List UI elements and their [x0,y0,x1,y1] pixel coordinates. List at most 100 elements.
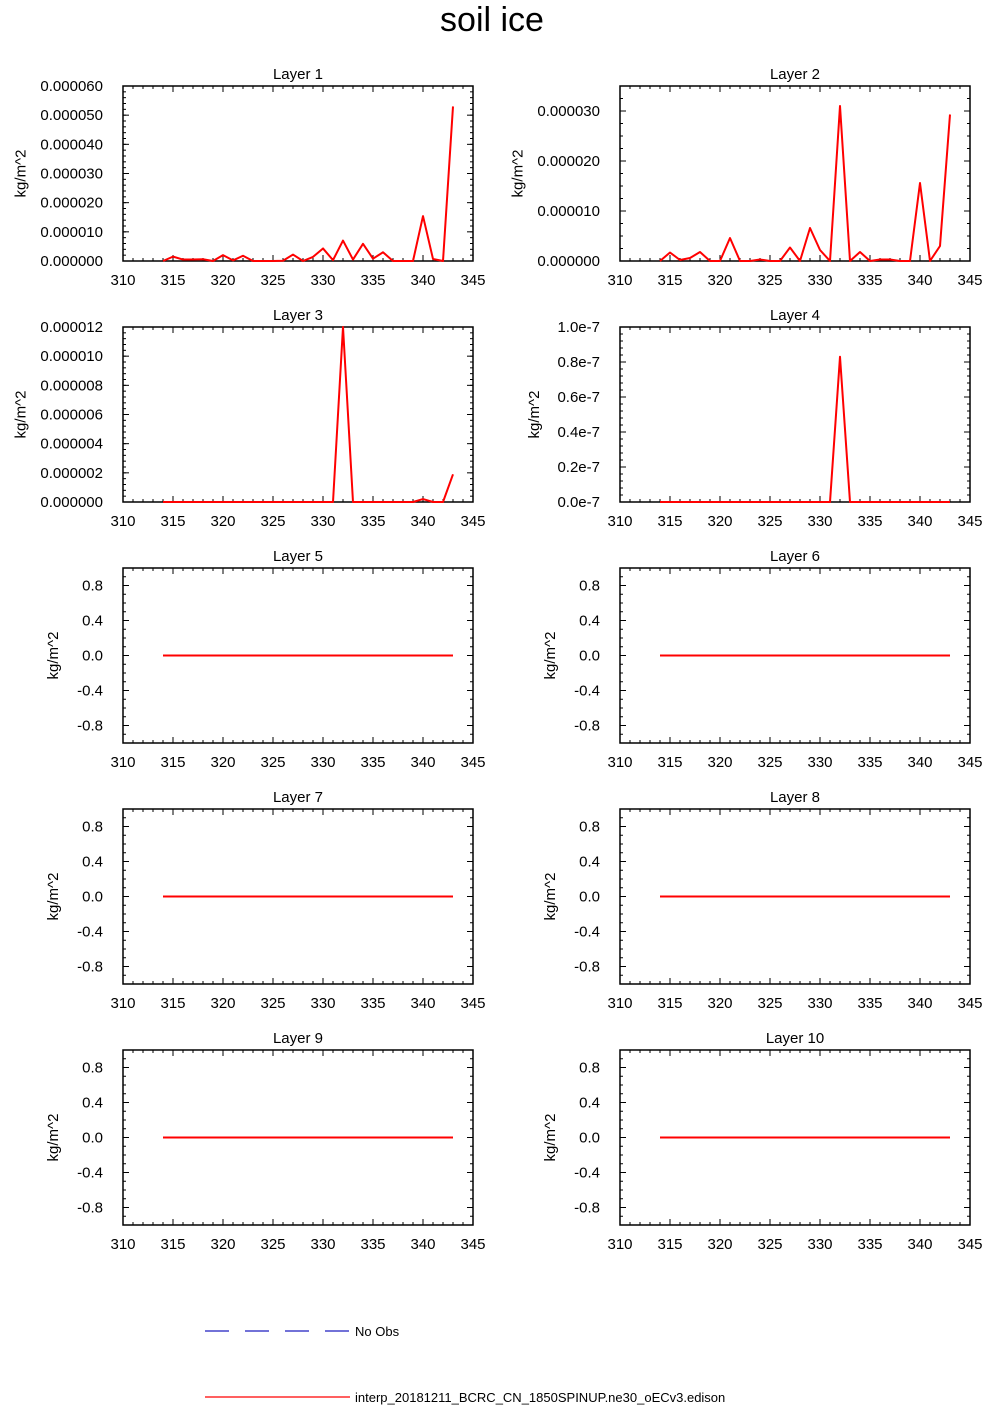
y-tick-label: 0.000010 [537,203,600,220]
y-tick-label: -0.4 [77,683,103,700]
x-tick-label: 320 [707,1236,732,1253]
y-axis-label: kg/m^2 [45,632,62,680]
x-tick-label: 320 [210,754,235,771]
x-tick-label: 310 [110,513,135,530]
x-tick-label: 315 [657,272,682,289]
x-tick-label: 330 [310,1236,335,1253]
y-tick-label: 0.000040 [40,136,103,153]
y-tick-label: 0.8 [82,1060,103,1077]
y-tick-label: 1.0e-7 [557,319,600,336]
x-tick-label: 325 [260,995,285,1012]
x-tick-label: 320 [210,995,235,1012]
x-tick-label: 320 [707,272,732,289]
y-tick-label: 0.0 [579,889,600,906]
y-tick-label: 0.000060 [40,78,103,95]
x-tick-label: 340 [410,1236,435,1253]
panel-layer-1: Layer 1 310 315 320 325 330 335 340 345 0.000000 0… [12,66,485,289]
panel-title: Layer 4 [770,307,820,324]
x-tick-label: 320 [707,995,732,1012]
x-tick-label: 330 [310,513,335,530]
x-tick-label: 325 [757,1236,782,1253]
y-axis-label: kg/m^2 [12,391,29,439]
x-tick-label: 330 [310,995,335,1012]
x-tick-label: 335 [857,1236,882,1253]
y-axis-label: kg/m^2 [526,391,543,439]
plot-frame [122,326,474,503]
x-tick-label: 310 [607,754,632,771]
y-tick-label: 0.0 [82,648,103,665]
y-tick-label: 0.000010 [40,348,103,365]
y-tick-label: 0.000006 [40,407,103,424]
y-tick-label: 0.000000 [537,253,600,270]
y-tick-label: 0.4e-7 [557,424,600,441]
y-tick-label: 0.000050 [40,107,103,124]
y-tick-label: 0.000002 [40,465,103,482]
panel-title: Layer 6 [770,548,820,565]
x-tick-label: 345 [957,995,982,1012]
x-tick-label: 320 [707,513,732,530]
y-tick-label: 0.8e-7 [557,354,600,371]
x-tick-label: 340 [907,1236,932,1253]
x-tick-label: 340 [907,272,932,289]
series-line [163,326,454,503]
x-tick-label: 345 [460,754,485,771]
series-line [659,105,951,262]
panel-title: Layer 7 [273,789,323,806]
y-tick-label: 0.4 [579,1095,600,1112]
y-tick-label: 0.000020 [40,195,103,212]
x-tick-label: 345 [957,513,982,530]
x-tick-label: 340 [907,513,932,530]
x-tick-label: 315 [160,995,185,1012]
x-tick-label: 325 [260,754,285,771]
plot-frame [619,85,971,262]
y-tick-label: 0.2e-7 [557,459,600,476]
panel-title: Layer 8 [770,789,820,806]
x-tick-label: 325 [260,272,285,289]
y-tick-label: -0.4 [574,1165,600,1182]
y-tick-label: -0.4 [77,1165,103,1182]
x-tick-label: 335 [857,272,882,289]
x-tick-label: 340 [410,272,435,289]
x-tick-label: 330 [807,995,832,1012]
x-tick-label: 330 [807,754,832,771]
x-tick-label: 345 [957,1236,982,1253]
y-tick-label: 0.000010 [40,224,103,241]
x-tick-label: 345 [460,1236,485,1253]
y-tick-label: 0.4 [579,854,600,871]
x-tick-label: 340 [410,754,435,771]
x-tick-label: 315 [657,754,682,771]
x-tick-label: 345 [460,513,485,530]
x-tick-label: 325 [757,754,782,771]
y-tick-label: 0.000020 [537,153,600,170]
x-tick-label: 335 [857,754,882,771]
y-tick-label: 0.4 [82,1095,103,1112]
x-tick-label: 330 [310,754,335,771]
panel-layer-3: Layer 3 310 315 320 325 330 335 340 345 0.000000 0… [12,307,485,530]
panel-title: Layer 1 [273,66,323,83]
x-tick-label: 315 [657,1236,682,1253]
panel-title: Layer 5 [273,548,323,565]
x-tick-label: 310 [607,272,632,289]
plot-frame [122,85,474,262]
x-tick-label: 315 [160,1236,185,1253]
x-tick-label: 340 [410,513,435,530]
y-axis-label: kg/m^2 [542,1114,559,1162]
x-tick-label: 310 [110,272,135,289]
y-tick-label: 0.000008 [40,377,103,394]
y-tick-label: 0.0 [579,648,600,665]
y-axis-label: kg/m^2 [12,150,29,198]
y-tick-label: 0.8 [82,578,103,595]
y-tick-label: 0.000004 [40,436,103,453]
legend-label-model: interp_20181211_BCRC_CN_1850SPINUP.ne30_… [355,1390,726,1405]
y-tick-label: -0.8 [77,1200,103,1217]
x-tick-label: 345 [957,754,982,771]
x-tick-label: 330 [807,1236,832,1253]
x-tick-label: 335 [360,1236,385,1253]
panel-layer-9: Layer 9 310 315 320 325 330 335 340 345 -0.8 -0.4 0… [45,1030,485,1253]
y-tick-label: -0.8 [77,718,103,735]
y-tick-label: 0.0 [82,889,103,906]
x-tick-label: 335 [857,513,882,530]
y-tick-label: 0.000000 [40,253,103,270]
x-tick-label: 315 [657,513,682,530]
